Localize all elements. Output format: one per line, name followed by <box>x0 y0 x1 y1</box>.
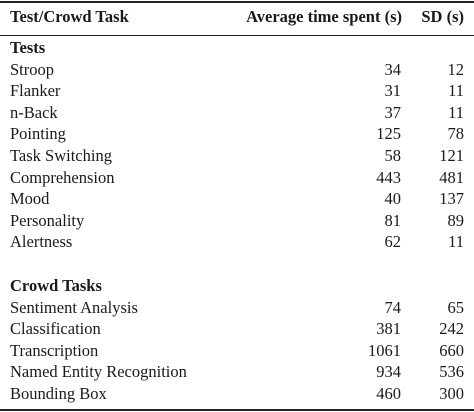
table-row: Bounding Box 460 300 <box>0 383 474 405</box>
table-row: Task Switching 58 121 <box>0 145 474 167</box>
sd-cell: 121 <box>439 146 464 165</box>
average-time-cell: 460 <box>376 384 401 403</box>
task-cell: Mood <box>10 189 50 209</box>
sd-cell: 481 <box>439 167 464 187</box>
header-rule <box>0 35 474 37</box>
table-row: Pointing 125 78 <box>0 123 474 145</box>
average-time-cell: 381 <box>376 319 401 339</box>
average-time-cell: 34 <box>384 59 402 79</box>
sd-cell: 137 <box>439 189 464 209</box>
sd-cell: 242 <box>439 319 464 339</box>
task-cell: Personality <box>10 210 85 230</box>
average-time-cell: 62 <box>384 232 402 252</box>
task-cell: Named Entity Recognition <box>10 362 187 382</box>
bottom-rule <box>0 409 474 411</box>
table-row: Personality 81 89 <box>0 210 474 232</box>
task-cell: Bounding Box <box>10 384 107 403</box>
task-cell: Sentiment Analysis <box>10 297 138 317</box>
header-row: Test/Crowd Task Average time spent (s) S… <box>0 6 474 28</box>
header-average-time: Average time spent (s) <box>246 7 402 26</box>
average-time-cell: 31 <box>384 81 402 101</box>
sd-cell: 660 <box>439 340 464 360</box>
task-cell: Task Switching <box>10 146 112 165</box>
sd-cell: 11 <box>448 81 464 101</box>
task-cell: Pointing <box>10 124 66 144</box>
average-time-cell: 58 <box>384 146 402 165</box>
sd-cell: 65 <box>447 297 465 317</box>
sd-cell: 536 <box>439 362 464 382</box>
average-time-cell: 81 <box>384 210 402 230</box>
task-cell: Classification <box>10 319 101 339</box>
table-row: Flanker 31 11 <box>0 80 474 102</box>
task-cell: Stroop <box>10 59 55 79</box>
sd-cell: 11 <box>448 232 464 252</box>
sd-cell: 78 <box>447 124 465 144</box>
table-row: Named Entity Recognition 934 536 <box>0 361 474 383</box>
average-time-cell: 74 <box>384 297 402 317</box>
table-row: Mood 40 137 <box>0 188 474 210</box>
average-time-cell: 443 <box>376 167 401 187</box>
table-row: Sentiment Analysis 74 65 <box>0 297 474 319</box>
task-cell: Transcription <box>10 340 99 360</box>
header-sd: SD (s) <box>421 7 464 26</box>
average-time-cell: 934 <box>376 362 401 382</box>
table-row: Classification 381 242 <box>0 318 474 340</box>
sd-cell: 89 <box>447 210 465 230</box>
table-row: Transcription 1061 660 <box>0 340 474 362</box>
average-time-cell: 37 <box>384 102 402 122</box>
sd-cell: 11 <box>448 102 464 122</box>
task-cell: Flanker <box>10 81 61 101</box>
section-title: Crowd Tasks <box>10 276 102 295</box>
sd-cell: 12 <box>447 59 465 79</box>
header-task: Test/Crowd Task <box>10 7 129 26</box>
section-title: Tests <box>10 38 46 57</box>
table-row: Stroop 34 12 <box>0 59 474 81</box>
sd-cell: 300 <box>439 384 464 403</box>
average-time-cell: 125 <box>376 124 401 144</box>
table-row: Alertness 62 11 <box>0 231 474 253</box>
task-cell: n-Back <box>10 102 58 122</box>
table-row: Comprehension 443 481 <box>0 167 474 189</box>
table-row: n-Back 37 11 <box>0 102 474 124</box>
task-cell: Alertness <box>10 232 73 252</box>
average-time-cell: 1061 <box>368 340 401 360</box>
top-rule <box>0 1 474 3</box>
task-cell: Comprehension <box>10 167 115 187</box>
average-time-cell: 40 <box>384 189 402 209</box>
